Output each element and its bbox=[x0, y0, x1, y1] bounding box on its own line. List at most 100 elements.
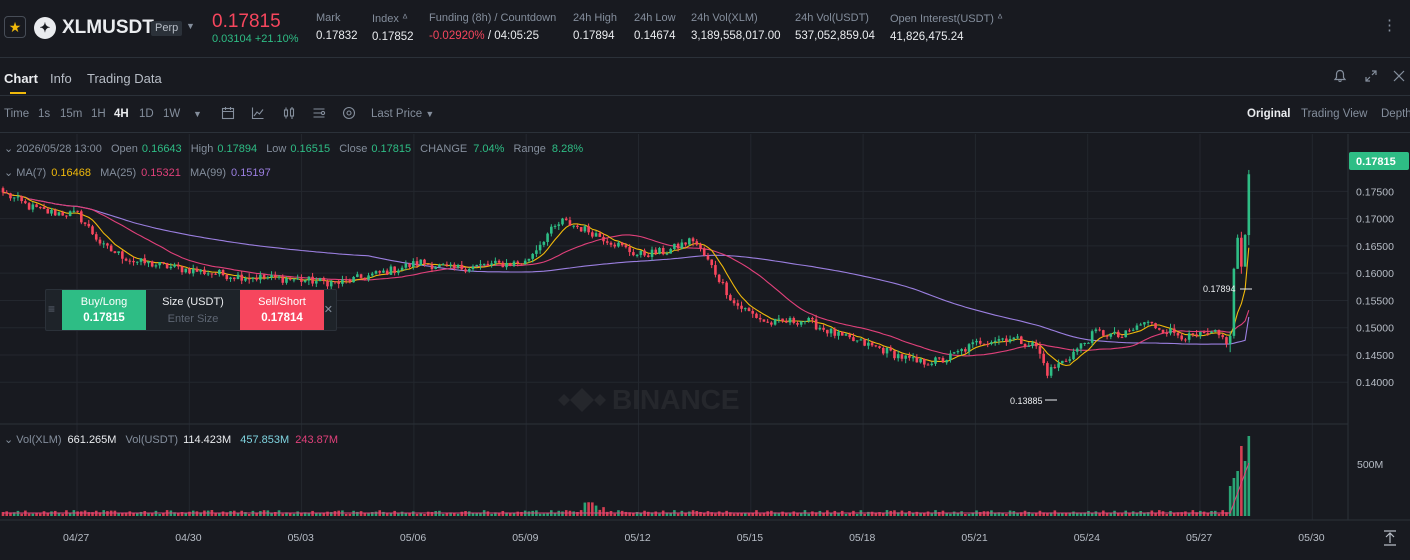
candle-body bbox=[1005, 338, 1008, 342]
legend-date: 2026/05/28 13:00 bbox=[16, 143, 102, 155]
line-chart-icon[interactable] bbox=[251, 106, 265, 123]
volume-bar bbox=[1049, 512, 1053, 516]
tab-chart[interactable]: Chart bbox=[4, 71, 38, 86]
close-panel-icon[interactable]: ✕ bbox=[323, 304, 333, 316]
volume-bar bbox=[1064, 513, 1068, 516]
candle-body bbox=[751, 311, 755, 314]
candle-body bbox=[885, 347, 889, 354]
volume-bar bbox=[449, 512, 452, 516]
candle-body bbox=[408, 263, 411, 267]
volume-bar bbox=[729, 512, 732, 516]
candle-body bbox=[1154, 323, 1157, 329]
calendar-icon[interactable] bbox=[221, 106, 235, 123]
low-price-marker: 0.13885 bbox=[1010, 396, 1057, 406]
high-price-marker: 0.17894 bbox=[1203, 284, 1252, 294]
view-original[interactable]: Original bbox=[1247, 108, 1291, 120]
volume-bar bbox=[669, 512, 672, 516]
candle-body bbox=[643, 250, 646, 256]
volume-bar bbox=[960, 511, 963, 516]
candle-body bbox=[1135, 325, 1139, 330]
candle-body bbox=[31, 204, 35, 210]
bell-icon[interactable] bbox=[1333, 69, 1347, 86]
candle-body bbox=[1161, 329, 1165, 333]
candle-body bbox=[747, 308, 751, 312]
symbol-name[interactable]: XLMUSDT bbox=[62, 17, 154, 38]
candle-body bbox=[840, 331, 844, 336]
timeframe-dropdown-chevron-icon[interactable]: ▼ bbox=[193, 109, 202, 119]
volume-bar bbox=[602, 507, 605, 516]
candle-body bbox=[203, 269, 206, 275]
volume-bar bbox=[329, 512, 333, 516]
price-axis[interactable]: 0.17500 0.17000 0.16500 0.16000 0.15500 0.150… bbox=[1356, 186, 1394, 389]
symbol-dropdown-chevron-icon[interactable]: ▼ bbox=[186, 21, 195, 31]
volume-bar bbox=[1135, 513, 1139, 516]
stat-index[interactable]: Index ᐞ 0.17852 bbox=[372, 12, 414, 43]
price-type-select[interactable]: Last Price ▼ bbox=[371, 108, 434, 120]
candle-body bbox=[1131, 329, 1135, 331]
candle-settings-icon[interactable] bbox=[282, 106, 296, 123]
candle-body bbox=[288, 278, 292, 280]
candle-body bbox=[923, 358, 926, 365]
candle-body bbox=[550, 226, 553, 234]
stat-mark[interactable]: Mark 0.17832 bbox=[316, 12, 358, 42]
candle-body bbox=[561, 218, 564, 225]
candle-body bbox=[479, 264, 482, 266]
tab-trading-data[interactable]: Trading Data bbox=[87, 71, 162, 86]
price-tick-label: 0.14500 bbox=[1356, 350, 1394, 362]
candle-body bbox=[1109, 333, 1113, 337]
timeframe-15m[interactable]: 15m bbox=[60, 108, 83, 120]
timeframe-1s[interactable]: 1s bbox=[38, 108, 51, 120]
xlm-coin-icon: ✦ bbox=[34, 17, 56, 39]
price-chart[interactable]: BINANCE 0.17500 0.17000 0.16500 0.16000 0.15… bbox=[0, 134, 1410, 560]
close-icon[interactable] bbox=[1392, 69, 1406, 86]
timeframe-time[interactable]: Time bbox=[4, 108, 30, 120]
active-tab-indicator bbox=[10, 92, 26, 94]
candle-body bbox=[971, 342, 975, 345]
candle-body bbox=[1057, 363, 1060, 368]
timeframe-1d[interactable]: 1D bbox=[139, 108, 154, 120]
stat-label: 24h Low bbox=[634, 12, 676, 24]
timeframe-4h[interactable]: 4H bbox=[114, 108, 129, 120]
expand-icon[interactable] bbox=[1364, 69, 1378, 86]
stat-open-interest[interactable]: Open Interest(USDT) ᐞ 41,826,475.24 bbox=[890, 12, 1003, 43]
candle-body bbox=[557, 224, 561, 226]
candle-body bbox=[911, 357, 915, 359]
volume-bar bbox=[576, 511, 579, 516]
tab-info[interactable]: Info bbox=[50, 71, 72, 86]
candle-body bbox=[908, 355, 911, 358]
volume-bar bbox=[923, 512, 926, 516]
candle-body bbox=[356, 274, 359, 277]
volume-bar bbox=[546, 513, 549, 516]
price-type-chevron-icon: ▼ bbox=[425, 109, 435, 119]
timeframe-1h[interactable]: 1H bbox=[91, 108, 106, 120]
stat-funding[interactable]: Funding (8h) / Countdown -0.02920% / 04:0… bbox=[429, 12, 556, 42]
buy-long-button[interactable]: Buy/Long 0.17815 bbox=[62, 290, 146, 330]
volume-bar bbox=[665, 512, 669, 516]
drag-handle-icon[interactable]: ≡ bbox=[48, 302, 56, 316]
candle-body bbox=[1247, 174, 1251, 236]
scale-toggle-icon[interactable] bbox=[1384, 530, 1396, 546]
volume-bar bbox=[986, 511, 990, 516]
sell-short-button[interactable]: Sell/Short 0.17814 bbox=[240, 290, 324, 330]
volume-bar bbox=[259, 511, 262, 516]
candle-body bbox=[572, 225, 575, 227]
price-tick-label: 0.16000 bbox=[1356, 268, 1394, 280]
indicator-icon[interactable] bbox=[312, 106, 326, 123]
volume-bar bbox=[1131, 511, 1135, 516]
time-tick-label: 05/27 bbox=[1186, 532, 1212, 544]
view-depth[interactable]: Depth bbox=[1381, 108, 1410, 120]
candle-body bbox=[605, 241, 609, 243]
volume-bar bbox=[1012, 511, 1016, 516]
time-axis[interactable]: 04/27 04/30 05/03 05/06 05/09 05/12 05/15 05/18… bbox=[63, 532, 1325, 544]
view-trading-view[interactable]: Trading View bbox=[1301, 108, 1368, 120]
favorite-star-icon[interactable]: ★ bbox=[4, 16, 26, 38]
size-input[interactable] bbox=[153, 311, 233, 326]
timeframe-1w[interactable]: 1W bbox=[163, 108, 181, 120]
settings-icon[interactable] bbox=[342, 106, 356, 123]
more-options-icon[interactable]: ⋮ bbox=[1382, 17, 1398, 34]
candle-body bbox=[1079, 343, 1083, 349]
volume-bar bbox=[964, 513, 967, 516]
volume-bar bbox=[225, 512, 229, 516]
candle-body bbox=[639, 250, 643, 255]
candle-body bbox=[632, 252, 635, 256]
